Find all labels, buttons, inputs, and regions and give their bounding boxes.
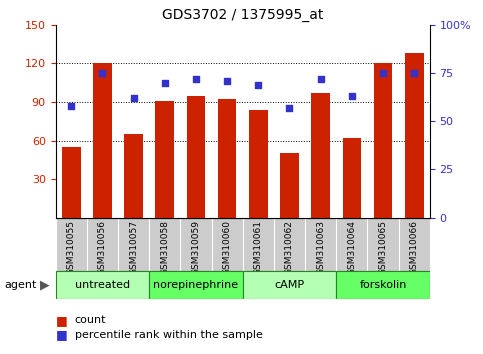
Text: GSM310061: GSM310061 <box>254 220 263 275</box>
Point <box>161 80 169 85</box>
Bar <box>218 99 237 218</box>
Bar <box>186 96 205 218</box>
Bar <box>336 271 430 299</box>
Text: ▶: ▶ <box>40 279 49 291</box>
Text: ■: ■ <box>56 328 67 341</box>
Bar <box>405 53 424 218</box>
Text: GSM310058: GSM310058 <box>160 220 169 275</box>
Bar <box>280 153 299 218</box>
Point <box>255 82 262 87</box>
Point <box>192 76 200 82</box>
Text: agent: agent <box>5 280 37 290</box>
Text: cAMP: cAMP <box>274 280 305 290</box>
Point <box>67 103 75 109</box>
Text: GSM310057: GSM310057 <box>129 220 138 275</box>
Text: ■: ■ <box>56 314 67 327</box>
Text: GSM310062: GSM310062 <box>285 220 294 275</box>
Bar <box>374 63 392 218</box>
Point <box>223 78 231 84</box>
Text: GSM310055: GSM310055 <box>67 220 76 275</box>
Text: forskolin: forskolin <box>359 280 407 290</box>
Text: GSM310059: GSM310059 <box>191 220 200 275</box>
Bar <box>249 110 268 218</box>
Bar <box>242 271 336 299</box>
Text: GSM310065: GSM310065 <box>379 220 387 275</box>
Bar <box>56 271 149 299</box>
Bar <box>62 147 81 218</box>
Point <box>379 70 387 76</box>
Title: GDS3702 / 1375995_at: GDS3702 / 1375995_at <box>162 8 324 22</box>
Point <box>129 95 137 101</box>
Point <box>348 93 356 99</box>
Point <box>285 105 293 110</box>
Text: GSM310064: GSM310064 <box>347 220 356 275</box>
Bar <box>342 138 361 218</box>
Point <box>411 70 418 76</box>
Bar <box>149 271 242 299</box>
Text: norepinephrine: norepinephrine <box>154 280 239 290</box>
Text: untreated: untreated <box>75 280 130 290</box>
Text: GSM310063: GSM310063 <box>316 220 325 275</box>
Point <box>317 76 325 82</box>
Text: percentile rank within the sample: percentile rank within the sample <box>75 330 263 339</box>
Text: GSM310066: GSM310066 <box>410 220 419 275</box>
Bar <box>156 101 174 218</box>
Bar <box>93 63 112 218</box>
Text: count: count <box>75 315 106 325</box>
Text: GSM310060: GSM310060 <box>223 220 232 275</box>
Bar <box>312 93 330 218</box>
Text: GSM310056: GSM310056 <box>98 220 107 275</box>
Point <box>99 70 106 76</box>
Bar <box>124 134 143 218</box>
